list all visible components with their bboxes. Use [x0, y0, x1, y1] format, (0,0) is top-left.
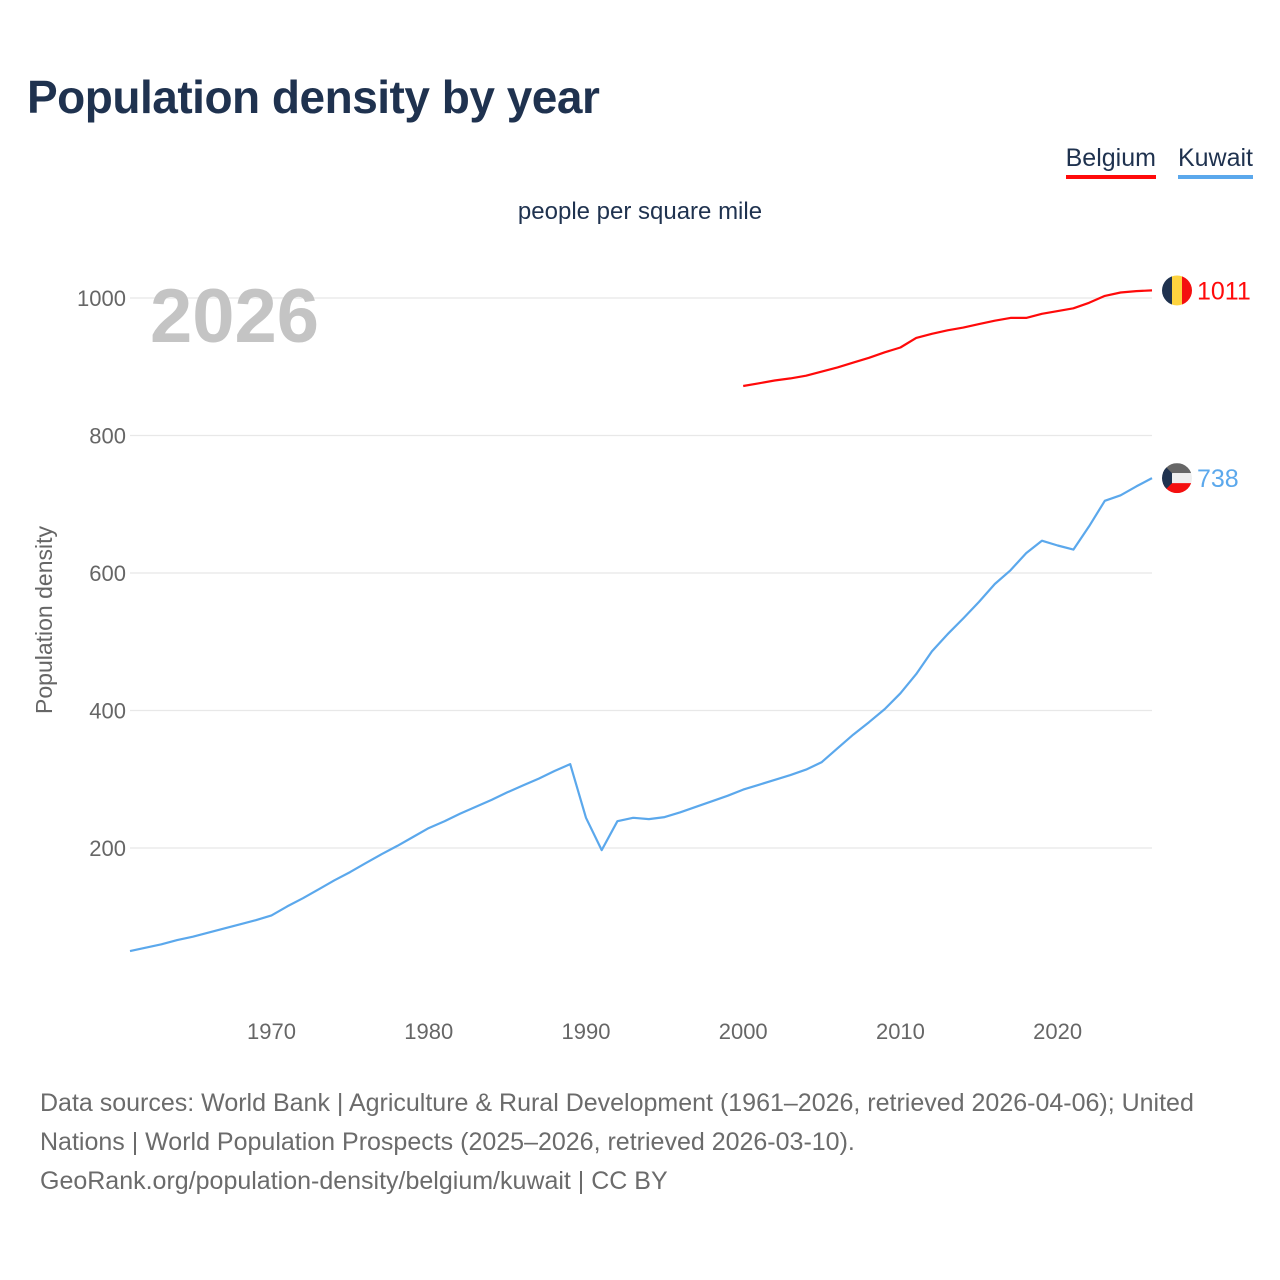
- chart-subtitle: people per square mile: [517, 198, 763, 225]
- end-value-label-belgium: 1011: [1197, 277, 1251, 305]
- series-line-belgium: [743, 289, 1153, 388]
- y-tick-label: 400: [89, 699, 126, 724]
- y-tick-label: 200: [89, 836, 126, 861]
- legend-item-kuwait[interactable]: Kuwait: [1177, 144, 1253, 179]
- series-line-kuwait: [129, 477, 1153, 953]
- y-axis-label: Population density: [31, 526, 57, 714]
- x-tick-label: 2000: [719, 1019, 768, 1044]
- x-tick-label: 1970: [247, 1019, 296, 1044]
- y-tick-label: 800: [89, 424, 126, 449]
- x-tick-label: 1990: [561, 1019, 610, 1044]
- y-tick-label: 1000: [77, 286, 126, 311]
- x-tick-label: 2010: [876, 1019, 925, 1044]
- x-tick-label: 2020: [1033, 1019, 1082, 1044]
- belgium-flag-icon: [1162, 275, 1192, 306]
- chart-title: Population density by year: [27, 71, 600, 123]
- kuwait-flag-icon: [1162, 463, 1192, 494]
- end-value-label-kuwait: 738: [1197, 465, 1239, 493]
- footer: Data sources: World Bank | Agriculture &…: [40, 1084, 1250, 1201]
- legend-item-belgium[interactable]: Belgium: [1065, 144, 1156, 179]
- data-sources: Data sources: World Bank | Agriculture &…: [40, 1089, 1194, 1156]
- x-tick-label: 1980: [404, 1019, 453, 1044]
- y-tick-label: 600: [89, 561, 126, 586]
- year-label: 2026: [150, 274, 319, 359]
- source-link[interactable]: GeoRank.org/population-density/belgium/k…: [40, 1167, 668, 1195]
- legend: Belgium Kuwait: [1065, 144, 1253, 179]
